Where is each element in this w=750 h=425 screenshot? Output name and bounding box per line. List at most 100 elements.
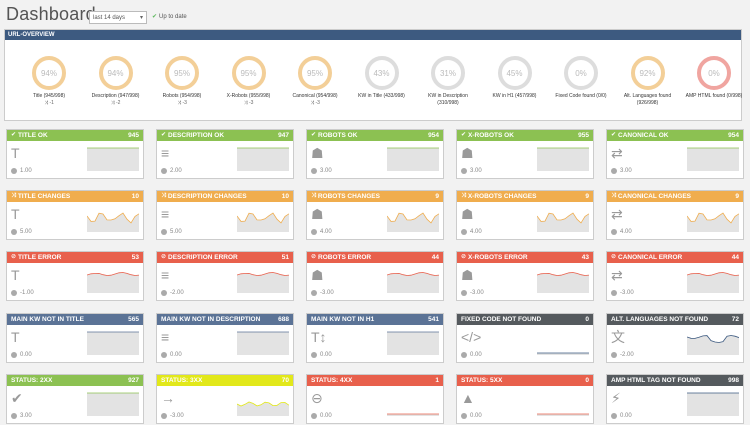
card-value: -2.00	[161, 290, 184, 296]
card-body: 文 -2.00	[607, 325, 743, 364]
sparkline	[537, 413, 589, 416]
url-overview-panel: URL-OVERVIEW 94% Title (945/998) ⤨ -1 94% De…	[4, 29, 742, 121]
bolt-icon: ⚡	[611, 390, 621, 406]
card-value: 4.00	[311, 229, 332, 235]
text-t-icon: T	[11, 206, 20, 222]
overview-item[interactable]: 31% KW in Description (310/998)	[418, 56, 478, 107]
overview-item[interactable]: 95% Robots (954/998) ⤨ -3	[152, 56, 212, 107]
card-header: FIXED CODE NOT FOUND 0	[457, 314, 593, 325]
header-icon: ⊘	[461, 254, 467, 260]
metric-card[interactable]: MAIN KW NOT IN TITLE 565 T 0.00	[6, 313, 144, 363]
card-title: X-ROBOTS ERROR	[468, 254, 528, 261]
card-value: 3.00	[611, 168, 632, 174]
metric-card[interactable]: ⊘ CANONICAL ERROR 44 ⇄ -3.00	[606, 251, 744, 301]
metric-card[interactable]: ⊘ ROBOTS ERROR 44 ☗ -3.00	[306, 251, 444, 301]
metric-card[interactable]: FIXED CODE NOT FOUND 0 </> 0.00	[456, 313, 594, 363]
sparkline	[387, 212, 439, 232]
card-value: 0.00	[461, 413, 482, 419]
clock-icon	[311, 168, 317, 174]
sparkline	[87, 331, 139, 355]
check-icon: ✔	[152, 14, 158, 20]
card-count: 927	[128, 377, 139, 384]
metric-card[interactable]: ⤨ TITLE CHANGES 10 T 5.00	[6, 190, 144, 240]
card-body: T↕ 0.00	[307, 325, 443, 364]
clock-icon	[311, 229, 317, 235]
metric-card[interactable]: ✔ X-ROBOTS OK 955 ☗ 3.00	[456, 129, 594, 179]
metric-card[interactable]: ⤨ DESCRIPTION CHANGES 10 ≡ 5.00	[156, 190, 294, 240]
clock-icon	[161, 168, 167, 174]
card-value: 4.00	[461, 229, 482, 235]
progress-ring: 45%	[497, 56, 532, 90]
clock-icon	[311, 290, 317, 296]
metric-card[interactable]: MAIN KW NOT IN H1 541 T↕ 0.00	[306, 313, 444, 363]
card-count: 955	[578, 132, 589, 139]
metric-card[interactable]: ⤨ X-ROBOTS CHANGES 9 ☗ 4.00	[456, 190, 594, 240]
sparkline	[237, 331, 289, 355]
sparkline	[687, 335, 739, 355]
text-t-icon: T	[11, 145, 20, 161]
clock-icon	[461, 352, 467, 358]
metric-card[interactable]: ⊘ DESCRIPTION ERROR 51 ≡ -2.00	[156, 251, 294, 301]
metric-card[interactable]: ✔ CANONICAL OK 954 ⇄ 3.00	[606, 129, 744, 179]
card-body: → -3.00	[157, 386, 293, 425]
warning-icon: ▲	[461, 390, 475, 406]
text-height-icon: T↕	[311, 329, 327, 345]
card-count: 0	[585, 316, 589, 323]
clock-icon	[611, 229, 617, 235]
card-value: 1.00	[11, 168, 32, 174]
card-count: 998	[728, 377, 739, 384]
align-left-icon: ≡	[161, 329, 170, 345]
overview-label: AMP HTML found (0/998)	[685, 93, 743, 99]
card-value: 3.00	[461, 168, 482, 174]
overview-label: Title (945/998)	[32, 93, 66, 99]
metric-card[interactable]: AMP HTML TAG NOT FOUND 998 ⚡ 0.00	[606, 374, 744, 424]
metric-card[interactable]: MAIN KW NOT IN DESCRIPTION 688 ≡ 0.00	[156, 313, 294, 363]
header: Dashboard last 14 days ▾ ✔ Up to date	[0, 0, 750, 28]
card-count: 947	[278, 132, 289, 139]
metric-card[interactable]: ✔ DESCRIPTION OK 947 ≡ 2.00	[156, 129, 294, 179]
overview-label: KW in Title (433/998)	[358, 93, 405, 99]
overview-item[interactable]: 95% Canonical (954/998) ⤨ -3	[285, 56, 345, 107]
metric-card[interactable]: ✔ ROBOTS OK 954 ☗ 3.00	[306, 129, 444, 179]
sparkline	[87, 212, 139, 232]
sparkline	[537, 147, 589, 171]
card-body: T 1.00	[7, 141, 143, 180]
card-value: 0.00	[611, 413, 632, 419]
card-body: ☗ 3.00	[307, 141, 443, 180]
card-title: CANONICAL CHANGES	[617, 193, 692, 200]
metric-card[interactable]: ⤨ CANONICAL CHANGES 9 ⇄ 4.00	[606, 190, 744, 240]
metric-card[interactable]: STATUS: 3XX 70 → -3.00	[156, 374, 294, 424]
metric-card[interactable]: ALT. LANGUAGES NOT FOUND 72 文 -2.00	[606, 313, 744, 363]
metric-card[interactable]: ⊘ X-ROBOTS ERROR 43 ☗ -3.00	[456, 251, 594, 301]
overview-item[interactable]: 43% KW in Title (433/998)	[352, 56, 412, 100]
metric-card[interactable]: ⊘ TITLE ERROR 53 T -1.00	[6, 251, 144, 301]
overview-item[interactable]: 94% Description (947/998) ⤨ -2	[86, 56, 146, 107]
overview-item[interactable]: 94% Title (945/998) ⤨ -1	[19, 56, 79, 107]
clock-icon	[311, 413, 317, 419]
overview-item[interactable]: 45% KW in H1 (457/998)	[485, 56, 545, 100]
exchange-icon: ⇄	[611, 145, 623, 161]
card-count: 954	[428, 132, 439, 139]
metric-card[interactable]: STATUS: 5XX 0 ▲ 0.00	[456, 374, 594, 424]
card-header: ⊘ ROBOTS ERROR 44	[307, 252, 443, 263]
overview-item[interactable]: 92% Alt. Languages found (926/998)	[618, 56, 678, 107]
header-icon: ⊘	[11, 254, 17, 260]
card-count: 44	[731, 254, 739, 261]
metric-card[interactable]: STATUS: 2XX 927 ✔ 3.00	[6, 374, 144, 424]
date-range-select[interactable]: last 14 days ▾	[89, 11, 147, 24]
card-header: ✔ ROBOTS OK 954	[307, 130, 443, 141]
card-header: ⊘ DESCRIPTION ERROR 51	[157, 252, 293, 263]
overview-item[interactable]: 95% X-Robots (955/998) ⤨ -3	[219, 56, 279, 107]
card-title: STATUS: 2XX	[11, 377, 53, 384]
overview-item[interactable]: 0% AMP HTML found (0/998)	[684, 56, 744, 100]
card-count: 10	[281, 193, 289, 200]
metric-card[interactable]: ⤨ ROBOTS CHANGES 9 ☗ 4.00	[306, 190, 444, 240]
metric-card[interactable]: ✔ TITLE OK 945 T 1.00	[6, 129, 144, 179]
card-header: ALT. LANGUAGES NOT FOUND 72	[607, 314, 743, 325]
card-body: </> 0.00	[457, 325, 593, 364]
card-header: MAIN KW NOT IN H1 541	[307, 314, 443, 325]
metric-card[interactable]: STATUS: 4XX 1 ⊖ 0.00	[306, 374, 444, 424]
overview-item[interactable]: 0% Fixed Code found (0/0)	[551, 56, 611, 100]
page-title: Dashboard	[6, 4, 96, 24]
sparkline	[687, 147, 739, 171]
